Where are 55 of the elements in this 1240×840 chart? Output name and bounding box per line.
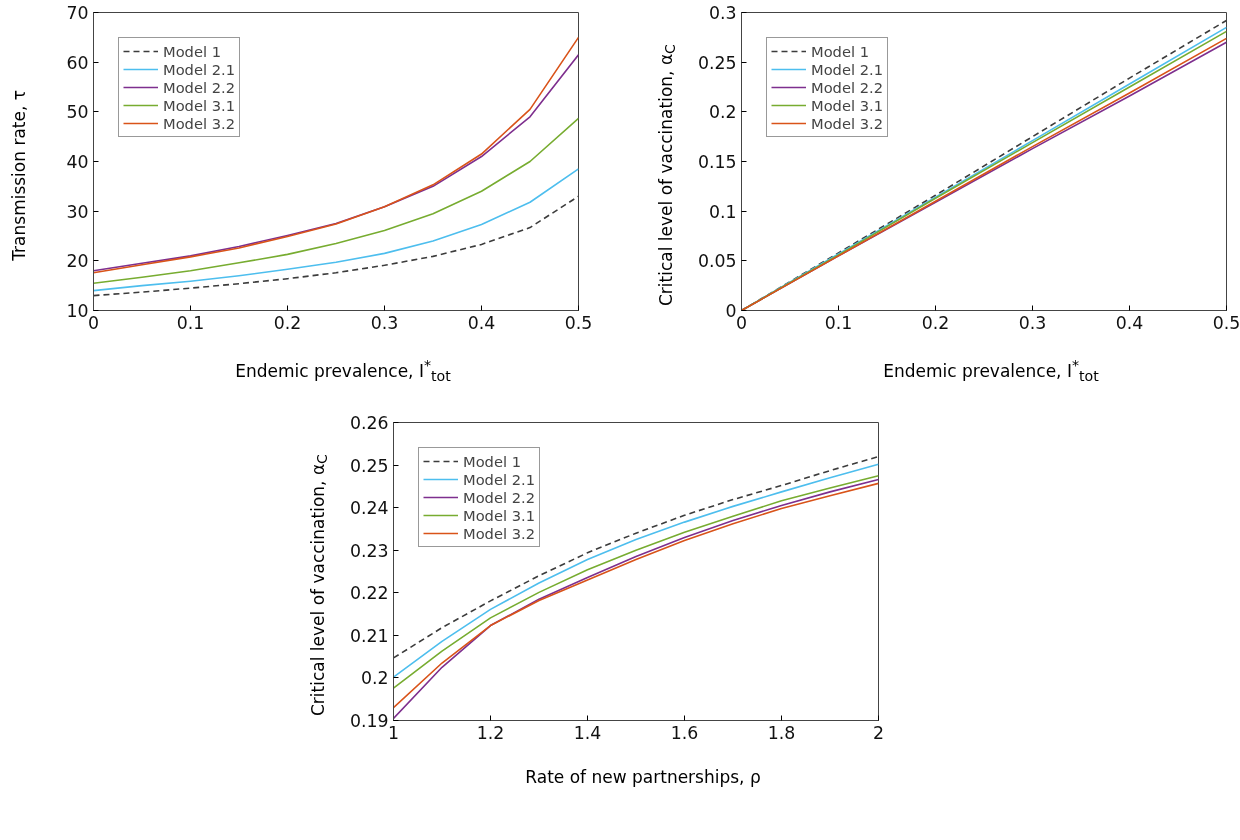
y-tick-label: 0.24 xyxy=(349,498,389,519)
y-axis-title: Transmission rate, τ xyxy=(7,89,30,261)
x-tick-label: 1 xyxy=(387,722,400,743)
x-tick-label: 1.4 xyxy=(573,722,602,743)
x-tick-label: 0.1 xyxy=(824,312,853,333)
y-tick-label: 0.19 xyxy=(349,711,389,731)
y-tick-label: 0.22 xyxy=(349,583,389,604)
x-tick-label: 0.4 xyxy=(467,312,496,333)
y-tick-label: 0.25 xyxy=(697,52,737,73)
y-tick-label: 50 xyxy=(66,102,89,123)
legend-label: Model 2.2 xyxy=(463,488,535,506)
x-tick-label: 0.5 xyxy=(564,312,593,333)
y-tick-label: 10 xyxy=(66,301,89,321)
x-tick-label: 1.8 xyxy=(767,722,796,743)
y-tick-label: 0.2 xyxy=(708,102,737,123)
x-tick-label: 0.1 xyxy=(176,312,205,333)
x-axis-title: Rate of new partnerships, ρ xyxy=(525,766,761,789)
legend-label: Model 1 xyxy=(811,42,869,60)
legend-label: Model 1 xyxy=(163,42,221,60)
legend-label: Model 2.2 xyxy=(163,78,235,96)
y-tick-label: 0.3 xyxy=(708,3,737,23)
legend-label: Model 3.1 xyxy=(163,96,235,114)
x-tick-label: 0.2 xyxy=(273,312,302,333)
legend-label: Model 1 xyxy=(463,452,521,470)
x-tick-label: 0.5 xyxy=(1212,312,1240,333)
legend-label: Model 2.1 xyxy=(811,60,883,78)
legend-label: Model 3.1 xyxy=(463,506,535,524)
x-tick-label: 0.2 xyxy=(921,312,950,333)
y-tick-label: 0.25 xyxy=(349,455,389,476)
legend-label: Model 2.2 xyxy=(811,78,883,96)
line-series xyxy=(93,168,579,292)
y-tick-label: 0.26 xyxy=(349,413,389,433)
y-tick-label: 0.05 xyxy=(697,251,737,272)
x-tick-label: 0.3 xyxy=(1018,312,1047,333)
legend-label: Model 3.2 xyxy=(811,114,883,132)
x-tick-label: 1.6 xyxy=(670,722,699,743)
y-tick-label: 0.23 xyxy=(349,540,389,561)
y-tick-label: 0.21 xyxy=(349,625,389,646)
y-tick-label: 60 xyxy=(66,52,89,73)
x-tick-label: 1.2 xyxy=(476,722,505,743)
x-tick-label: 2 xyxy=(872,722,885,743)
line-series xyxy=(93,117,579,284)
legend-label: Model 3.2 xyxy=(163,114,235,132)
y-tick-label: 20 xyxy=(66,251,89,272)
y-tick-label: 0.2 xyxy=(360,668,389,689)
y-tick-label: 40 xyxy=(66,152,89,172)
legend-label: Model 3.2 xyxy=(463,524,535,542)
y-tick-label: 0.15 xyxy=(697,152,737,172)
y-tick-label: 30 xyxy=(66,201,89,222)
x-tick-label: 0.4 xyxy=(1115,312,1144,333)
legend-label: Model 2.1 xyxy=(163,60,235,78)
y-tick-label: 70 xyxy=(66,3,89,23)
y-tick-label: 0.1 xyxy=(708,201,737,222)
legend-label: Model 3.1 xyxy=(811,96,883,114)
legend-label: Model 2.1 xyxy=(463,470,535,488)
